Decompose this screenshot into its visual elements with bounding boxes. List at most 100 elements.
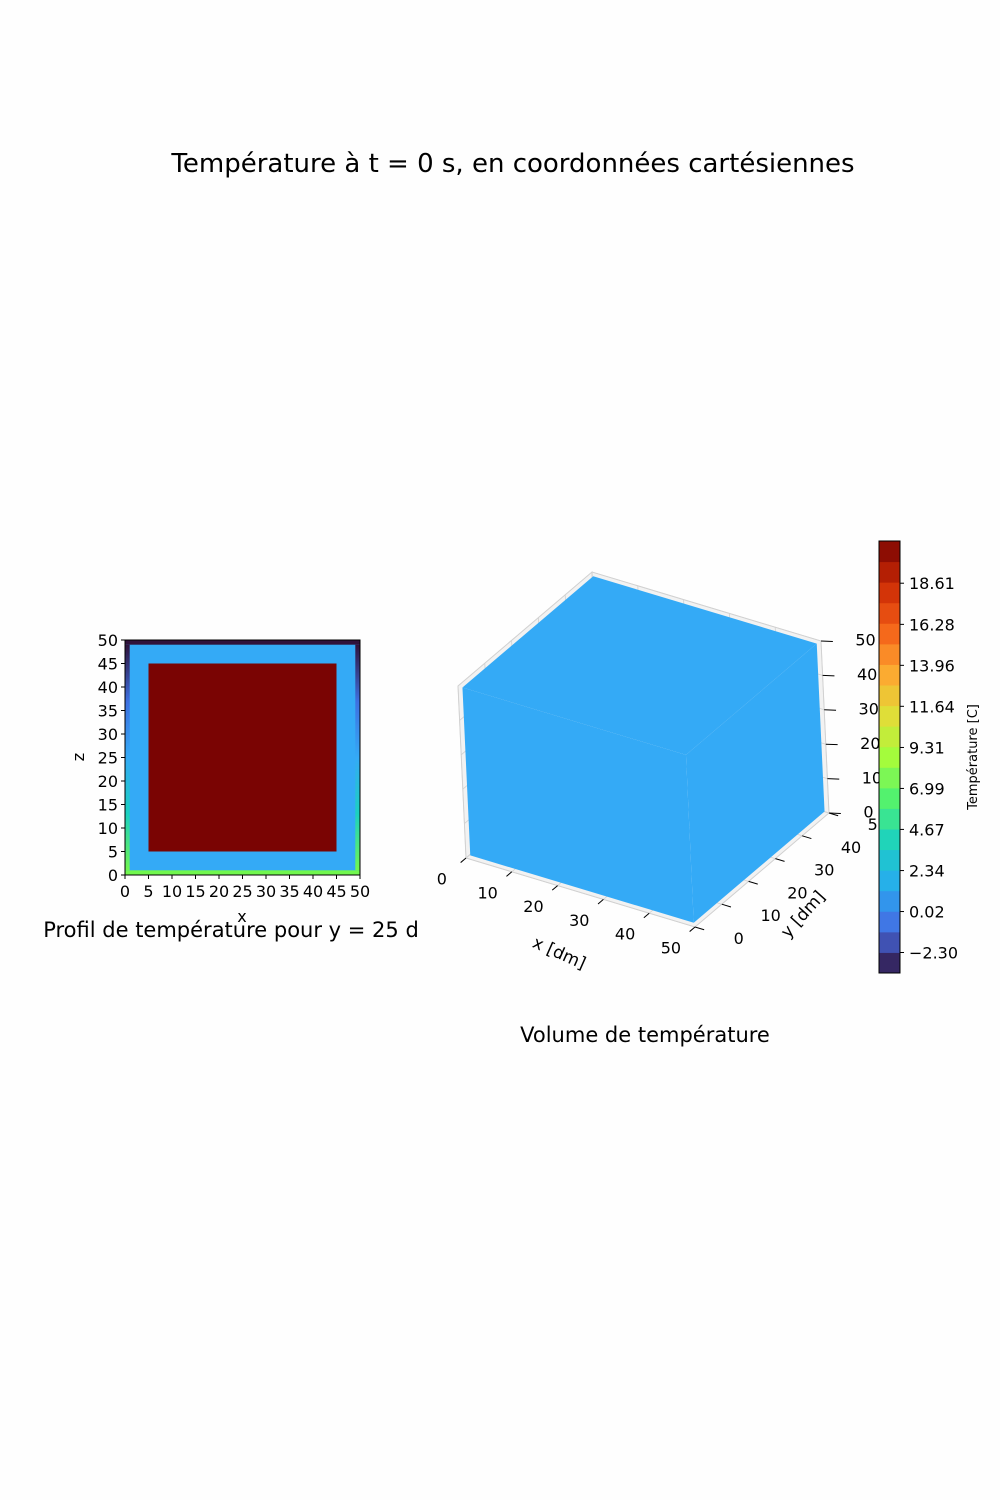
colorbar-tick-label: 11.64: [909, 697, 955, 716]
colorbar-band: [879, 952, 900, 974]
volume-x-label: x [dm]: [529, 933, 588, 974]
volume-x-tick-label: 30: [569, 911, 589, 930]
colorbar-band: [879, 808, 900, 830]
volume-y-tick: [748, 880, 758, 885]
volume-y-tick-label: 30: [814, 861, 834, 880]
volume-x-tick: [506, 871, 513, 877]
volume-face-right: [685, 643, 825, 923]
heatmap-regions: [125, 640, 360, 875]
volume-x-tick: [597, 899, 604, 905]
colorbar-band: [879, 623, 900, 645]
volume-x-tick: [643, 912, 650, 919]
colorbar-tick-label: 16.28: [909, 615, 955, 634]
colorbar-band: [879, 726, 900, 748]
heatmap-x-label: x: [237, 907, 246, 926]
colorbar-tick-label: 9.31: [909, 738, 945, 757]
heatmap-right-edge: [355, 644, 360, 871]
volume-grid-line: [694, 812, 830, 928]
colorbar-band: [879, 602, 900, 624]
figure-title: Température à t = 0 s, en coordonnées ca…: [170, 149, 854, 179]
heatmap-y-tick-label: 40: [98, 678, 118, 697]
colorbar-band: [879, 561, 900, 583]
volume-x-tick-label: 10: [478, 883, 498, 902]
volume-grid-line: [591, 571, 822, 642]
colorbar-band: [879, 582, 900, 604]
heatmap-x-tick-label: 0: [120, 882, 130, 901]
colorbar-band: [879, 643, 900, 665]
volume-x-tick: [689, 926, 696, 932]
volume-y-tick-label: 40: [841, 838, 861, 857]
heatmap-x-tick-label: 10: [162, 882, 182, 901]
volume-face-top: [462, 576, 817, 755]
volume-x-tick-label: 20: [523, 897, 543, 916]
volume-y-tick: [775, 858, 785, 862]
volume-grid-line: [457, 571, 593, 687]
colorbar-tick-label: 6.99: [909, 779, 945, 798]
heatmap-x-tick-label: 5: [143, 882, 153, 901]
heatmap-y-tick-label: 30: [98, 725, 118, 744]
heatmap-x-tick-label: 50: [350, 882, 370, 901]
heatmap-panel: 0 5 10 15 20 25 30 35 40 45 50 0510152025303540455…: [43, 631, 419, 942]
colorbar-band: [879, 541, 900, 563]
colorbar-ticks: −2.30 0.02 2.34 4.67 6.99 9.31 11.64 13.96 16.28…: [900, 574, 958, 963]
heatmap-x-tick-label: 20: [209, 882, 229, 901]
volume-y-tick-label: 10: [760, 906, 780, 925]
volume-face-front: [462, 687, 694, 923]
heatmap-y-ticks: 0 5 10 15 20 25 30 35 40 45 50: [98, 631, 125, 885]
colorbar-label: Température [C]: [966, 704, 981, 811]
colorbar-band: [879, 767, 900, 789]
colorbar-band: [879, 849, 900, 871]
heatmap-x-tick-label: 15: [185, 882, 205, 901]
colorbar-tick-label: 2.34: [909, 862, 945, 881]
heatmap-x-tick-label: 45: [326, 882, 346, 901]
heatmap-region-3: [125, 640, 360, 645]
volume-y-tick-label: 0: [734, 929, 744, 948]
heatmap-y-label: z: [69, 753, 88, 761]
volume-x-tick: [460, 857, 467, 863]
colorbar-tick-label: 4.67: [909, 820, 945, 839]
colorbar-band: [879, 931, 900, 953]
volume-y-tick-label: 20: [787, 883, 807, 902]
volume-x-tick-label: 40: [615, 925, 635, 944]
volume-z-tick-label: 30: [859, 699, 879, 718]
volume-y-tick: [694, 926, 705, 931]
volume-z-tick-label: 20: [860, 734, 880, 753]
colorbar-tick-label: 13.96: [909, 656, 955, 675]
heatmap-y-tick-label: 10: [98, 819, 118, 838]
volume-grid-line: [465, 857, 696, 928]
heatmap-x-tick-label: 25: [232, 882, 252, 901]
heatmap-x-tick-label: 30: [256, 882, 276, 901]
volume-grid-line: [820, 640, 830, 814]
volume-surface: [462, 576, 825, 923]
colorbar-tick-label: −2.30: [909, 944, 958, 963]
colorbar-band: [879, 705, 900, 727]
heatmap-y-tick-label: 50: [98, 631, 118, 650]
heatmap-y-tick-label: 25: [98, 749, 118, 768]
volume-x-tick: [551, 885, 558, 891]
heatmap-x-ticks: 0 5 10 15 20 25 30 35 40 45 50: [120, 875, 370, 901]
heatmap-left-edge: [125, 644, 130, 871]
volume-z-tick-label: 50: [855, 631, 875, 650]
heatmap-title: Profil de température pour y = 25 d: [43, 918, 419, 942]
volume-z-tick-label: 40: [857, 665, 877, 684]
heatmap-region-2: [125, 870, 360, 875]
volume-x-tick-label: 50: [661, 939, 681, 958]
heatmap-x-tick-label: 35: [279, 882, 299, 901]
colorbar-bands: [879, 541, 900, 974]
colorbar-band: [879, 664, 900, 686]
colorbar-band: [879, 787, 900, 809]
colorbar-band: [879, 870, 900, 892]
heatmap-y-tick-label: 0: [108, 866, 118, 885]
heatmap-y-tick-label: 20: [98, 772, 118, 791]
heatmap-y-tick-label: 45: [98, 655, 118, 674]
colorbar-band: [879, 911, 900, 933]
volume-y-tick: [721, 903, 732, 908]
heatmap-y-tick-label: 35: [98, 702, 118, 721]
colorbar-tick-label: 18.61: [909, 574, 955, 593]
volume-y-tick: [802, 835, 812, 840]
heatmap-region-1: [148, 663, 337, 852]
colorbar-band: [879, 829, 900, 851]
volume-x-tick-label: 0: [437, 870, 447, 889]
